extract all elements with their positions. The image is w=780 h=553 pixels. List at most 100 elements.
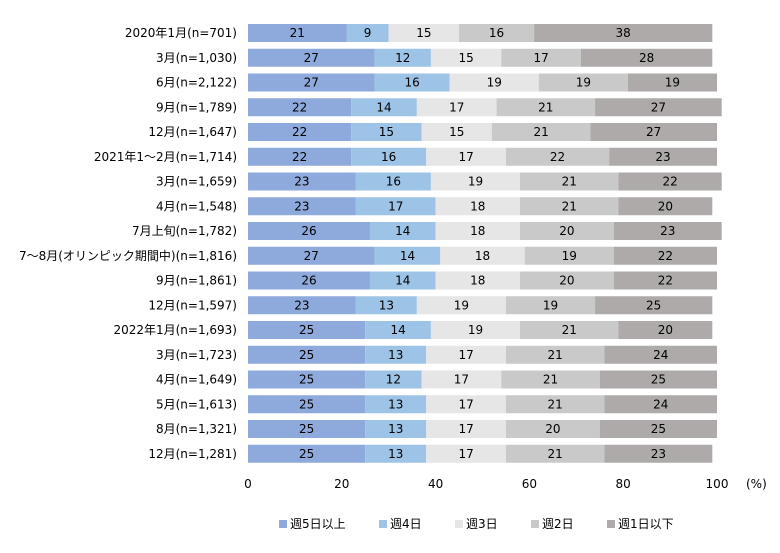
data-label: 13 <box>388 348 403 362</box>
category-label: 9月(n=1,789) <box>156 100 237 114</box>
category-label: 2021年1～2月(n=1,714) <box>94 150 237 164</box>
legend-label: 週2日 <box>542 517 574 531</box>
bar-segment <box>524 246 614 265</box>
bar-segment <box>416 296 506 315</box>
category-label: 12月(n=1,597) <box>148 298 237 312</box>
legend-label: 週3日 <box>466 517 498 531</box>
bar-segment <box>248 321 366 339</box>
data-label: 22 <box>292 125 307 139</box>
category-label: 4月(n=1,548) <box>156 199 237 213</box>
bar-segment <box>248 222 370 240</box>
data-label: 27 <box>304 51 319 65</box>
bar-segment <box>365 420 427 438</box>
data-label: 22 <box>658 249 673 263</box>
data-label: 16 <box>381 150 396 164</box>
data-label: 17 <box>449 100 464 114</box>
bar-segment <box>580 48 713 67</box>
bar-segment <box>248 444 366 463</box>
bar-segment <box>421 123 492 141</box>
data-label: 21 <box>548 397 563 411</box>
bar-segment <box>505 147 610 166</box>
legend-label: 週4日 <box>390 517 422 531</box>
data-label: 15 <box>416 26 431 40</box>
data-label: 21 <box>548 447 563 461</box>
data-label: 21 <box>290 26 305 40</box>
bar-segment <box>426 420 506 438</box>
data-label: 24 <box>653 397 668 411</box>
bar-segment <box>618 197 713 216</box>
data-label: 19 <box>543 298 558 312</box>
data-label: 18 <box>470 199 485 213</box>
data-label: 20 <box>658 323 673 337</box>
bar-segment <box>520 271 614 290</box>
data-label: 23 <box>651 447 666 461</box>
bar-segment <box>248 420 366 438</box>
bar-segment <box>248 24 347 42</box>
data-label: 16 <box>386 175 401 189</box>
data-label: 16 <box>405 76 420 90</box>
bar-segment <box>613 222 722 240</box>
bar-segment <box>248 147 352 166</box>
data-label: 25 <box>299 422 314 436</box>
legend-swatch <box>279 520 287 528</box>
bar-segment <box>346 24 389 42</box>
category-label: 5月(n=1,613) <box>156 397 237 411</box>
data-label: 27 <box>651 100 666 114</box>
bar-segment <box>496 98 596 117</box>
bar-segment <box>520 222 614 240</box>
data-label: 13 <box>388 422 403 436</box>
bar-segment <box>501 370 600 389</box>
data-label: 23 <box>294 175 309 189</box>
bar-segment <box>369 271 436 290</box>
data-label: 27 <box>304 76 319 90</box>
data-label: 25 <box>651 373 666 387</box>
data-label: 22 <box>658 274 673 288</box>
bar-segment <box>248 345 366 364</box>
bar-segment <box>505 444 605 463</box>
data-label: 15 <box>449 125 464 139</box>
data-label: 9 <box>364 26 372 40</box>
bar-segment <box>374 246 441 265</box>
category-label: 6月(n=2,122) <box>156 76 237 90</box>
bar-segment <box>604 395 717 414</box>
data-label: 13 <box>388 397 403 411</box>
bar-segment <box>604 345 717 364</box>
data-label: 14 <box>395 224 410 238</box>
x-tick-label: 20 <box>334 477 349 491</box>
data-label: 21 <box>548 348 563 362</box>
data-label: 22 <box>292 150 307 164</box>
bar-segment <box>590 123 717 141</box>
bar-segment <box>374 48 431 67</box>
bar-segment <box>609 147 717 166</box>
data-label: 19 <box>562 249 577 263</box>
bar-segment <box>430 48 502 67</box>
bar-segment <box>491 123 591 141</box>
data-label: 12 <box>386 373 401 387</box>
x-axis-unit: (%) <box>746 477 767 491</box>
bar-segment <box>595 98 722 117</box>
bar-segment <box>388 24 460 42</box>
data-label: 19 <box>468 323 483 337</box>
legend-swatch <box>455 520 463 528</box>
data-label: 13 <box>388 447 403 461</box>
data-label: 16 <box>489 26 504 40</box>
bar-segment <box>248 48 375 67</box>
category-label: 8月(n=1,321) <box>156 422 237 436</box>
bar-segment <box>365 345 427 364</box>
bar-segment <box>421 370 502 389</box>
bar-segment <box>365 321 431 339</box>
bar-segment <box>618 172 722 191</box>
x-tick-label: 60 <box>522 477 537 491</box>
category-label: 7～8月(オリンピック期間中)(n=1,816) <box>19 248 237 263</box>
bar-segment <box>426 395 506 414</box>
data-label: 21 <box>562 199 577 213</box>
data-label: 17 <box>388 199 403 213</box>
bar-segment <box>248 395 366 414</box>
bar-segment <box>604 444 713 463</box>
data-label: 14 <box>395 274 410 288</box>
data-label: 25 <box>299 348 314 362</box>
bar-segment <box>520 197 619 216</box>
bar-segment <box>365 370 422 389</box>
bar-segment <box>248 73 375 92</box>
